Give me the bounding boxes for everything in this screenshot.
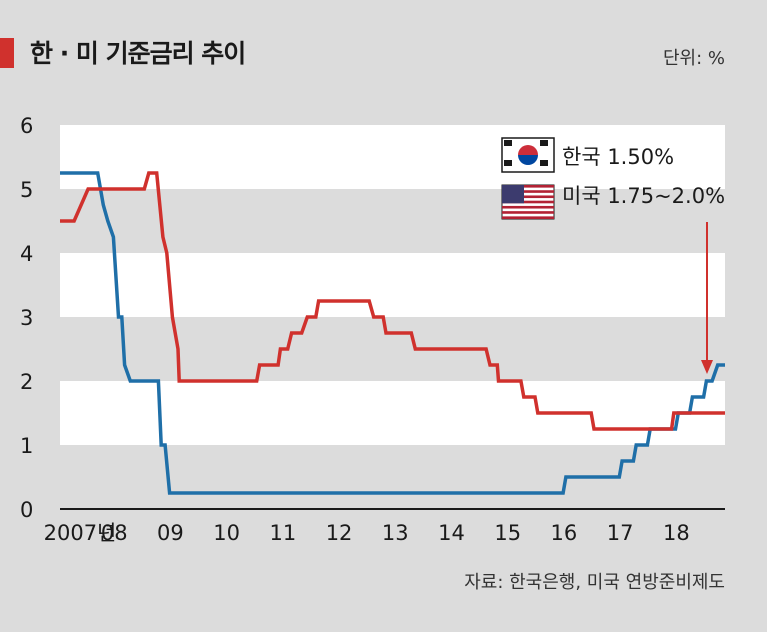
y-axis-ticks: 0 1 2 3 4 5 6 [20, 114, 33, 522]
korea-flag-icon [501, 137, 555, 173]
grid-band-2 [60, 253, 725, 317]
flag-korea-trigram [504, 140, 512, 146]
flag-usa-stripe [502, 205, 554, 209]
y-tick-label: 4 [20, 242, 33, 266]
x-tick-label: 10 [213, 521, 240, 545]
y-tick-label: 1 [20, 434, 33, 458]
legend-label-usa: 미국 1.75~2.0% [562, 184, 725, 208]
flag-usa-canton [502, 185, 524, 204]
y-tick-label: 3 [20, 306, 33, 330]
series-line-usa [60, 171, 725, 495]
flag-usa-stripe [502, 190, 554, 193]
x-tick-label: 2007년 [44, 521, 117, 545]
x-tick-label: 17 [607, 521, 634, 545]
x-tick-label: 18 [663, 521, 690, 545]
flag-korea-trigram [540, 160, 548, 166]
x-tick-label: 08 [101, 521, 128, 545]
flag-usa-stripe [502, 185, 554, 188]
x-tick-label: 11 [269, 521, 296, 545]
title-accent-bar [0, 38, 14, 68]
x-tick-label: 09 [157, 521, 184, 545]
unit-label: 단위: % [662, 48, 725, 69]
source-note: 자료: 한국은행, 미국 연방준비제도 [464, 572, 725, 593]
series-lines [60, 171, 725, 495]
y-tick-label: 2 [20, 370, 33, 394]
flag-korea-trigram [504, 160, 512, 166]
grid-band-3 [60, 125, 725, 189]
flag-korea-lower [518, 155, 538, 165]
chart-title: 한 · 미 기준금리 추이 [30, 39, 246, 68]
annotation-arrow [701, 222, 713, 374]
y-tick-label: 6 [20, 114, 33, 138]
x-tick-label: 13 [382, 521, 409, 545]
usa-flag-icon [501, 184, 555, 220]
arrow-head [701, 360, 713, 374]
x-tick-label: 16 [551, 521, 578, 545]
series-line-korea [60, 171, 725, 431]
flag-usa-stripe [502, 211, 554, 214]
y-tick-label: 0 [20, 498, 33, 522]
flag-usa-stripe [502, 200, 554, 204]
x-tick-label: 15 [494, 521, 521, 545]
grid-band-1 [60, 381, 725, 445]
flag-usa-stripe [502, 216, 554, 219]
flag-korea-upper [518, 145, 538, 155]
x-tick-label: 14 [438, 521, 465, 545]
legend: 한국 1.50% 미국 1.75~2.0% [501, 137, 725, 220]
x-tick-label: 12 [326, 521, 353, 545]
legend-label-korea: 한국 1.50% [562, 145, 674, 169]
flag-usa-stripe [502, 195, 554, 199]
y-tick-label: 5 [20, 178, 33, 202]
flag-korea-trigram [540, 140, 548, 146]
